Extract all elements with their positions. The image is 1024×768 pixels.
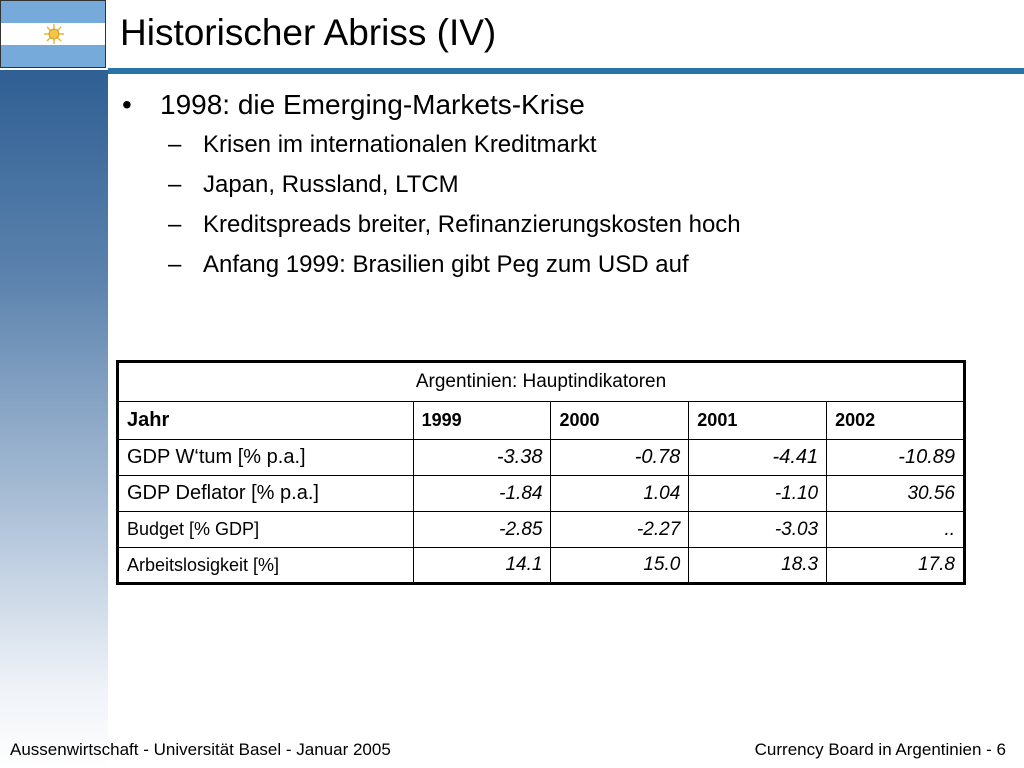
table-row: GDP W‘tum [% p.a.] -3.38 -0.78 -4.41 -10…: [117, 439, 965, 476]
table-row: GDP Deflator [% p.a.] -1.84 1.04 -1.10 3…: [117, 475, 965, 512]
sub-bullet: – Anfang 1999: Brasilien gibt Peg zum US…: [118, 245, 741, 285]
sidebar-gradient: [0, 70, 108, 768]
header-cell: 2001: [688, 401, 828, 440]
page-title: Historischer Abriss (IV): [120, 12, 497, 53]
header-cell: Jahr: [117, 401, 414, 440]
table-cell: ..: [826, 511, 965, 548]
dash-marker: –: [168, 211, 182, 238]
row-label: GDP Deflator [% p.a.]: [117, 475, 414, 512]
table-cell: -3.03: [688, 511, 828, 548]
table-cell: -2.85: [412, 511, 552, 548]
table-cell: -3.38: [412, 439, 552, 476]
table-row: Arbeitslosigkeit [%] 14.1 15.0 18.3 17.8: [117, 547, 965, 584]
table-header-row: Jahr 1999 2000 2001 2002: [117, 401, 965, 440]
table-cell: 1.04: [550, 475, 690, 512]
table-cell: -4.41: [688, 439, 828, 476]
footer-left: Aussenwirtschaft - Universität Basel - J…: [10, 740, 391, 759]
row-label: Budget [% GDP]: [117, 511, 414, 548]
table-row: Budget [% GDP] -2.85 -2.27 -3.03 ..: [117, 511, 965, 548]
sub-bullet-text: Anfang 1999: Brasilien gibt Peg zum USD …: [203, 251, 689, 278]
table-cell: 14.1: [412, 547, 552, 584]
indicator-table: Argentinien: Hauptindikatoren Jahr 1999 …: [116, 360, 966, 585]
sub-bullet: – Krisen im internationalen Kreditmarkt: [118, 125, 741, 165]
dash-marker: –: [168, 131, 182, 158]
table-cell: -1.84: [412, 475, 552, 512]
sun-of-may-icon: [44, 24, 64, 44]
header-cell: 2002: [826, 401, 965, 440]
table-cell: 15.0: [550, 547, 690, 584]
bullet-main-text: 1998: die Emerging-Markets-Krise: [160, 89, 585, 120]
dash-marker: –: [168, 171, 182, 198]
table-cell: -1.10: [688, 475, 828, 512]
table-cell: -10.89: [826, 439, 965, 476]
sub-bullet-text: Krisen im internationalen Kreditmarkt: [203, 131, 597, 158]
table-cell: 30.56: [826, 475, 965, 512]
table-caption-row: Argentinien: Hauptindikatoren: [117, 361, 965, 402]
table-cell: 17.8: [826, 547, 965, 584]
bullet-dot: •: [122, 89, 132, 120]
table-caption: Argentinien: Hauptindikatoren: [117, 361, 965, 402]
sub-bullet-text: Kreditspreads breiter, Refinanzierungsko…: [203, 211, 741, 238]
table-cell: -0.78: [550, 439, 690, 476]
title-divider: [108, 68, 1024, 74]
row-label: GDP W‘tum [% p.a.]: [117, 439, 414, 476]
sub-bullet: – Japan, Russland, LTCM: [118, 165, 741, 205]
bullet-main: • 1998: die Emerging-Markets-Krise: [118, 85, 741, 125]
footer-right: Currency Board in Argentinien - 6: [754, 740, 1006, 759]
sub-bullet: – Kreditspreads breiter, Refinanzierungs…: [118, 205, 741, 245]
sub-bullet-text: Japan, Russland, LTCM: [203, 171, 459, 198]
dash-marker: –: [168, 251, 182, 278]
bullet-list: • 1998: die Emerging-Markets-Krise – Kri…: [118, 85, 741, 285]
argentina-flag-icon: [0, 0, 106, 68]
table-cell: 18.3: [688, 547, 828, 584]
header-cell: 2000: [550, 401, 690, 440]
row-label: Arbeitslosigkeit [%]: [117, 547, 414, 584]
header-cell: 1999: [412, 401, 552, 440]
table-cell: -2.27: [550, 511, 690, 548]
